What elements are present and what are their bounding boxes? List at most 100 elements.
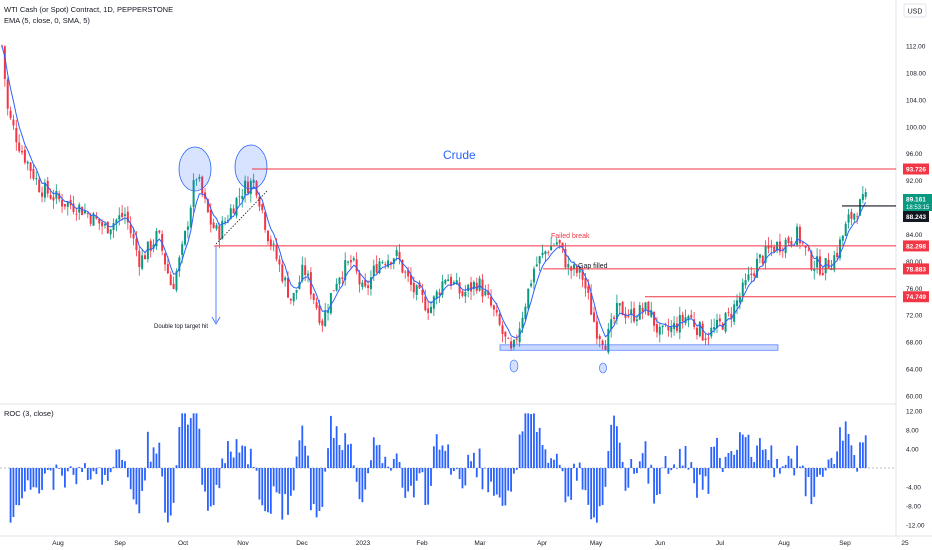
candle-body <box>647 301 650 316</box>
candle-body <box>372 265 375 276</box>
candle-body <box>681 314 684 322</box>
roc-bar <box>501 468 504 506</box>
candle-body <box>492 305 495 310</box>
current-price-value: 89.161 <box>906 197 926 204</box>
candle-body <box>584 278 587 289</box>
candle-body <box>695 327 698 335</box>
roc-bar <box>18 468 21 506</box>
roc-bar <box>44 468 46 474</box>
roc-bar <box>135 468 138 505</box>
roc-bar <box>412 468 415 498</box>
candle-body <box>441 281 444 295</box>
candle-body <box>209 209 212 225</box>
price-level-label: 82.298 <box>906 243 926 250</box>
candle-body <box>72 203 75 212</box>
roc-bar <box>530 414 532 468</box>
roc-bar <box>759 438 761 468</box>
roc-bar <box>58 468 61 469</box>
candle-body <box>206 199 209 213</box>
candle-body <box>281 264 284 282</box>
roc-bar <box>129 468 132 490</box>
candle-body <box>613 317 616 319</box>
candle-body <box>38 179 41 193</box>
candle-body <box>750 273 753 276</box>
candle-body <box>490 296 493 306</box>
roc-bar <box>827 459 830 468</box>
candle-body <box>856 216 859 218</box>
roc-bar <box>621 461 624 468</box>
roc-bar <box>292 468 295 491</box>
roc-bar <box>169 468 172 516</box>
bottom-marker-march <box>509 359 519 373</box>
price-tick-label: 72.00 <box>906 313 923 320</box>
roc-bar <box>98 467 101 469</box>
candle-body <box>716 319 718 329</box>
roc-bar <box>49 468 52 471</box>
roc-bar <box>793 468 796 476</box>
candle-body <box>452 282 455 284</box>
support-zone[interactable] <box>499 344 779 351</box>
roc-bar <box>853 455 856 468</box>
time-axis[interactable]: Aug Sep Oct Nov Dec 2023 Feb Mar Apr May Jun Jul Aug… <box>52 540 909 547</box>
candle-body <box>364 279 367 287</box>
candle-body <box>610 319 613 330</box>
candle-body <box>141 255 144 269</box>
time-tick-label: Sep <box>839 540 851 547</box>
roc-bar <box>318 468 321 511</box>
roc-bar <box>661 467 664 469</box>
candle-body <box>507 338 510 340</box>
roc-bar <box>390 468 392 471</box>
roc-bar <box>178 427 181 468</box>
candle-body <box>229 208 232 219</box>
candle-body <box>501 325 504 334</box>
candle-body <box>3 46 6 80</box>
roc-bar <box>761 449 764 468</box>
candle-body <box>444 279 447 284</box>
candle-body <box>381 262 384 263</box>
roc-bar <box>535 432 538 468</box>
roc-legend[interactable]: ROC (3, close) <box>4 409 54 418</box>
currency-button[interactable] <box>903 3 927 18</box>
time-tick-label: May <box>590 540 603 547</box>
roc-bar <box>89 468 92 480</box>
candle-body <box>378 261 381 273</box>
candle-body <box>315 302 318 308</box>
candle-body <box>178 257 181 272</box>
candle-body <box>804 245 807 248</box>
roc-bar <box>101 468 103 485</box>
candle-body <box>821 273 824 275</box>
roc-bar <box>132 468 135 500</box>
candle-body <box>304 265 307 276</box>
candle-body <box>558 240 561 244</box>
ema-legend[interactable]: EMA (5, close, 0, SMA, 5) <box>4 16 90 25</box>
candle-body <box>621 301 624 316</box>
roc-bar <box>189 418 192 468</box>
roc-bar <box>361 468 364 503</box>
candle-body <box>633 308 636 322</box>
roc-bar <box>69 466 72 468</box>
candle-body <box>321 320 324 326</box>
roc-bar <box>224 463 226 468</box>
candle-body <box>392 258 395 264</box>
roc-bar <box>604 468 607 487</box>
candle-body <box>578 267 581 273</box>
candle-body <box>790 240 793 245</box>
roc-bar <box>816 468 818 477</box>
roc-bar <box>721 468 724 473</box>
roc-bar <box>241 445 244 468</box>
symbol-legend[interactable]: WTI Cash (or Spot) Contract, 1D, PEPPERS… <box>4 5 173 14</box>
roc-bar <box>375 445 378 468</box>
roc-pane[interactable] <box>0 413 896 523</box>
candle-body <box>181 244 184 255</box>
candle-body <box>464 292 467 297</box>
candle-body <box>807 249 810 251</box>
roc-bar <box>261 468 264 506</box>
candle-body <box>827 259 830 269</box>
candle-body <box>555 242 558 245</box>
candle-body <box>327 310 330 313</box>
roc-bar <box>470 461 472 468</box>
roc-bar <box>332 437 335 468</box>
roc-bar <box>55 464 58 468</box>
candle-body <box>630 309 633 315</box>
